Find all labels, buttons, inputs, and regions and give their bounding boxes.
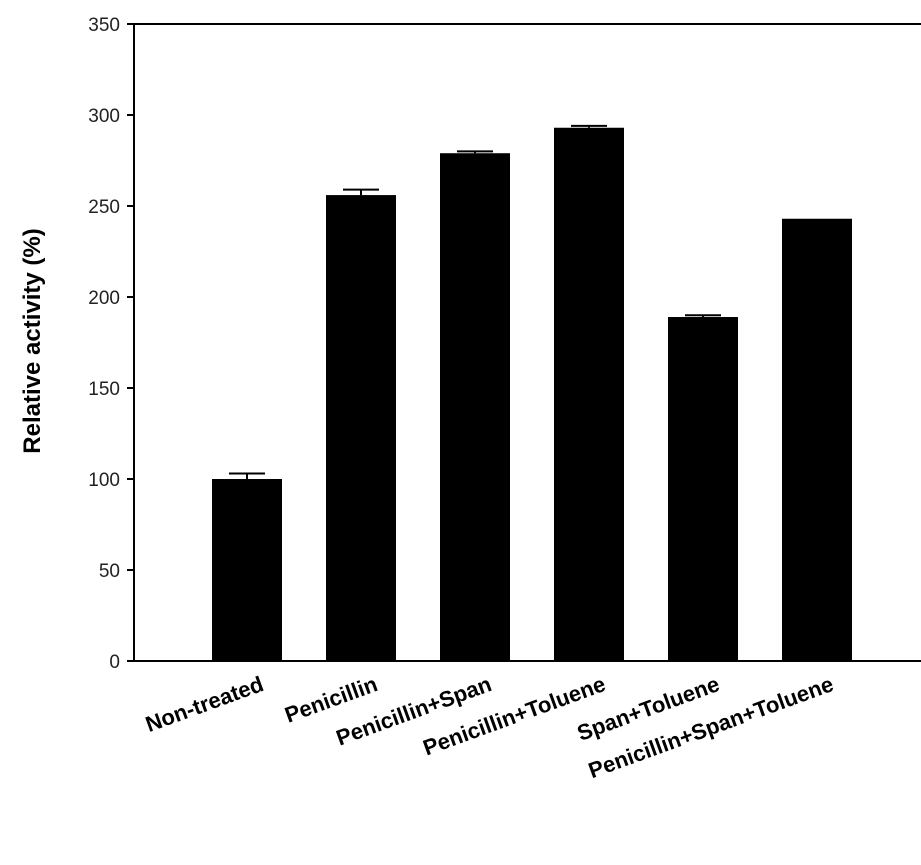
y-tick-label: 50 <box>99 561 120 582</box>
y-tick-label: 150 <box>88 379 120 400</box>
y-ticks: 0 50 100 150 200 250 300 350 <box>88 15 134 673</box>
error-bar <box>229 472 265 479</box>
error-bar <box>571 124 607 128</box>
bar <box>668 317 738 661</box>
y-tick-label: 350 <box>88 15 120 36</box>
bar <box>212 479 282 661</box>
error-bar <box>685 314 721 318</box>
y-axis-title: Relative activity (%) <box>19 228 46 453</box>
y-tick-label: 200 <box>88 288 120 309</box>
y-tick-label: 100 <box>88 470 120 491</box>
y-tick-label: 250 <box>88 197 120 218</box>
bar <box>326 195 396 661</box>
y-tick-label: 300 <box>88 106 120 127</box>
x-tick-labels: Non-treated PenicillinPenicillin+SpanPeni… <box>142 671 837 783</box>
x-tick-label: Non-treated <box>142 671 267 737</box>
error-bar <box>457 150 493 154</box>
bar <box>440 153 510 661</box>
bar <box>554 127 624 662</box>
y-tick-label: 0 <box>109 652 120 673</box>
bar <box>782 218 852 662</box>
bars <box>212 124 852 662</box>
error-bar <box>343 188 379 196</box>
